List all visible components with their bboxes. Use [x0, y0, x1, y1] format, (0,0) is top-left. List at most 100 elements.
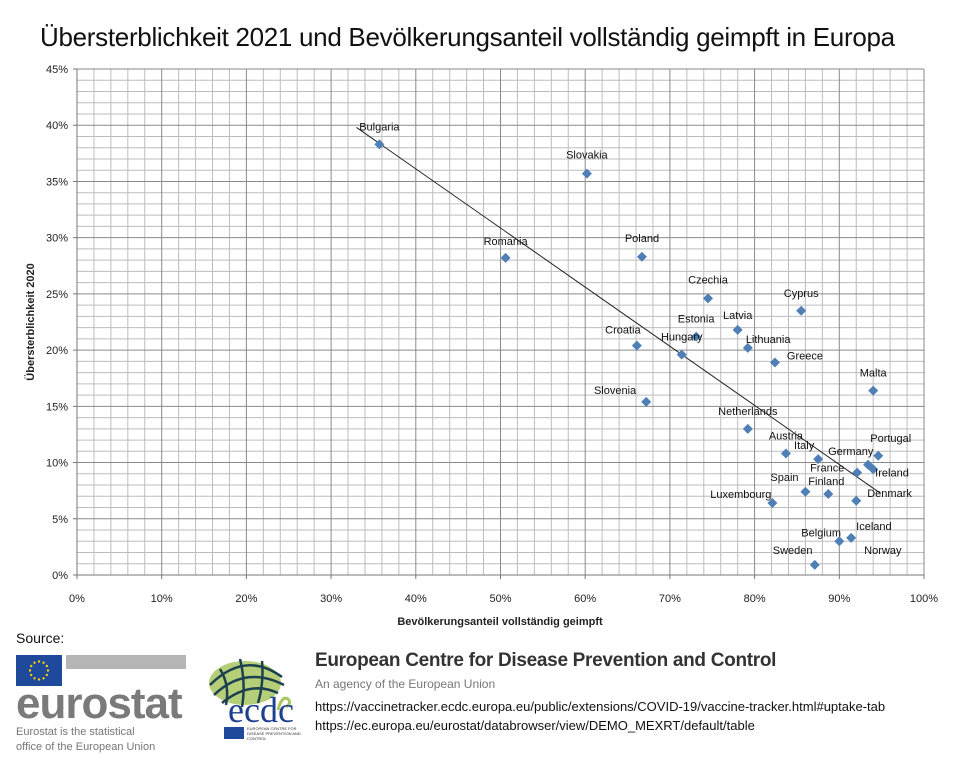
eurostat-tagline-line-2: office of the European Union: [16, 741, 156, 753]
data-point: [852, 467, 863, 478]
eurostat-banner-bar: [66, 655, 186, 669]
scatter-chart: 0% 10% 20% 30% 40% 50% 60% 70% 80% 90% 100% 0% 5% 10…: [24, 64, 938, 628]
data-point: [742, 423, 753, 434]
eu-star-icon: [30, 664, 33, 668]
data-label: Finland: [808, 476, 844, 488]
ecdc-wordmark: ecdc: [228, 690, 294, 730]
y-tick-label: 10%: [46, 458, 68, 470]
x-axis-ticks: 0% 10% 20% 30% 40% 50% 60% 70% 80% 90% 100%: [69, 575, 938, 605]
data-point: [873, 450, 884, 461]
data-label: Ireland: [875, 467, 909, 479]
data-label: Iceland: [856, 521, 891, 533]
x-tick-label: 20%: [235, 593, 257, 605]
eu-star-icon: [45, 664, 48, 668]
y-tick-label: 5%: [52, 514, 68, 526]
source-link-eurostat[interactable]: https://ec.europa.eu/eurostat/databrowse…: [315, 718, 755, 733]
y-tick-label: 30%: [46, 233, 68, 245]
y-tick-label: 35%: [46, 176, 68, 188]
y-tick-label: 40%: [46, 120, 68, 132]
data-point: [500, 252, 511, 263]
y-tick-label: 25%: [46, 289, 68, 301]
ecdc-logo: ecdc EUROPEAN CENTRE FOR DISEASE PREVENT…: [200, 655, 305, 755]
eu-star-icon: [42, 677, 45, 680]
x-tick-label: 100%: [910, 593, 938, 605]
eu-star-icon: [37, 660, 41, 663]
data-point: [769, 357, 780, 368]
y-tick-label: 45%: [46, 64, 68, 76]
x-tick-label: 0%: [69, 593, 85, 605]
data-label: Czechia: [688, 274, 729, 286]
x-tick-label: 80%: [744, 593, 766, 605]
data-label: Netherlands: [718, 406, 778, 418]
data-label: Hungary: [661, 332, 703, 344]
data-point: [823, 489, 834, 500]
eu-star-icon: [37, 678, 41, 681]
data-label: Portugal: [870, 433, 911, 445]
eurostat-tagline: Eurostat is the statistical office of th…: [16, 725, 155, 755]
data-point: [868, 464, 879, 475]
eu-flag-icon: [16, 655, 62, 686]
x-tick-label: 60%: [574, 593, 596, 605]
grid-major: [73, 68, 925, 579]
data-label: Spain: [770, 472, 798, 484]
y-tick-label: 15%: [46, 401, 68, 413]
globe-icon: [209, 658, 292, 711]
source-label: Source:: [16, 630, 65, 646]
y-axis-title: Übersterblichkeit 2020: [24, 263, 37, 380]
x-tick-label: 40%: [405, 593, 427, 605]
x-axis-title: Bevölkerungsanteil vollständig geimpft: [397, 616, 603, 628]
data-label: Luxembourg: [710, 489, 771, 501]
data-label: Malta: [860, 368, 888, 380]
data-point: [780, 448, 791, 459]
eu-star-icon: [42, 661, 45, 664]
data-point: [691, 331, 702, 342]
data-labels: Bulgaria Slovakia Romania Poland Czechia Cypr…: [359, 121, 912, 557]
data-label: Romania: [484, 236, 529, 248]
y-tick-label: 20%: [46, 345, 68, 357]
data-point: [732, 324, 743, 335]
eurostat-logo: eurostat Eurostat is the statistical off…: [16, 655, 186, 755]
data-point: [846, 532, 857, 543]
eu-star-icon: [30, 673, 33, 677]
data-point: [631, 340, 642, 351]
source-link-ecdc[interactable]: https://vaccinetracker.ecdc.europa.eu/pu…: [315, 699, 886, 714]
ecdc-eu-flag-icon: [224, 727, 244, 739]
ecdc-small-caption: EUROPEAN CENTRE FOR DISEASE PREVENTION A…: [247, 726, 301, 741]
eu-star-icon: [33, 661, 36, 664]
data-label: Denmark: [867, 488, 912, 500]
data-label: Lithuania: [746, 334, 792, 346]
data-point: [676, 349, 687, 360]
data-label: Bulgaria: [359, 121, 400, 133]
eurostat-wordmark: eurostat: [16, 679, 183, 728]
data-point: [809, 559, 820, 570]
data-point: [796, 305, 807, 316]
data-label: Poland: [625, 233, 659, 245]
data-point: [851, 495, 862, 506]
chart-title: Übersterblichkeit 2021 und Bevölkerungsa…: [40, 22, 895, 52]
y-axis-ticks: 0% 5% 10% 15% 20% 25% 30% 35% 40% 45%: [46, 64, 77, 582]
data-point: [703, 293, 714, 304]
x-tick-label: 10%: [151, 593, 173, 605]
x-tick-label: 90%: [828, 593, 850, 605]
ecdc-subtitle: An agency of the European Union: [315, 677, 496, 691]
data-label: Croatia: [605, 325, 641, 337]
data-point: [813, 454, 824, 465]
data-label: Slovenia: [594, 385, 637, 397]
data-point: [800, 486, 811, 497]
data-point: [767, 498, 778, 509]
data-point: [742, 342, 753, 353]
data-label: Norway: [864, 545, 902, 557]
data-label: Austria: [769, 431, 804, 443]
eu-star-icon: [33, 677, 36, 680]
trendline: [356, 127, 881, 494]
data-point: [636, 251, 647, 262]
x-tick-label: 30%: [320, 593, 342, 605]
data-label: France: [810, 463, 844, 475]
data-label: Greece: [787, 350, 823, 362]
data-point: [834, 536, 845, 547]
data-point: [581, 168, 592, 179]
data-point: [374, 139, 385, 150]
data-label: Latvia: [723, 310, 753, 322]
eurostat-tagline-line-1: Eurostat is the statistical: [16, 726, 135, 738]
data-points: [374, 139, 884, 570]
